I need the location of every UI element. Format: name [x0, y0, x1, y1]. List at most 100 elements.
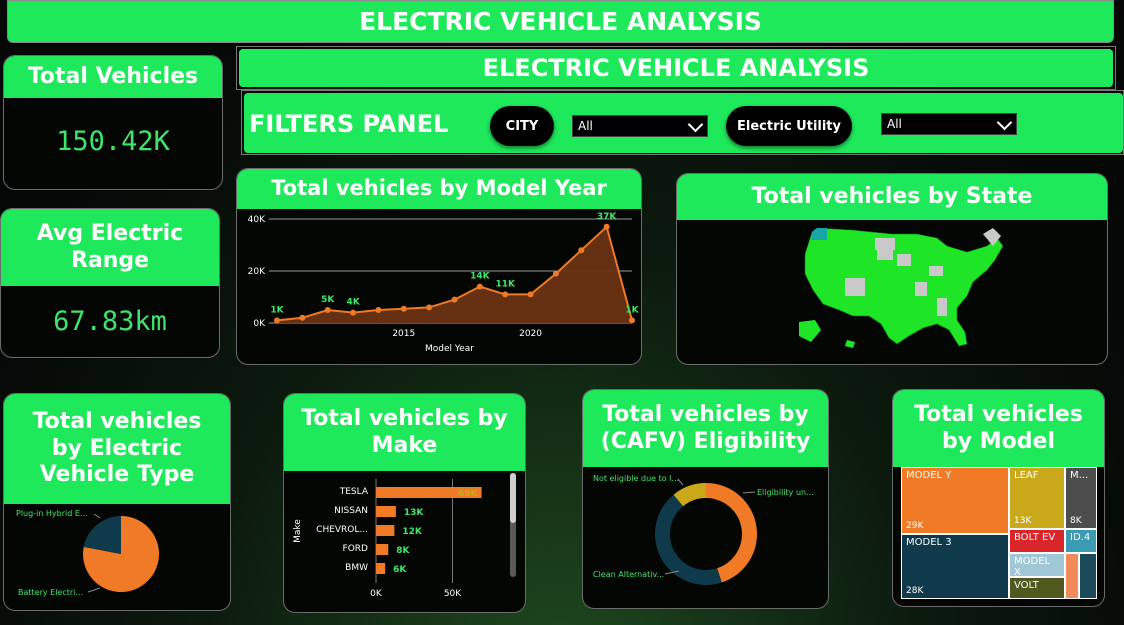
model-title: Total vehicles by Model — [893, 390, 1104, 467]
treemap-value: 28K — [906, 586, 924, 596]
x-tick-label: 2015 — [392, 329, 415, 339]
donut-leader — [677, 478, 684, 486]
total-vehicles-value: 150.42K — [56, 126, 170, 157]
cafv-card: Total vehicles by (CAFV) Eligibility Eli… — [582, 389, 829, 609]
donut-slice — [655, 494, 722, 585]
subtitle-banner: ELECTRIC VEHICLE ANALYSIS — [239, 49, 1113, 87]
data-label: 4K — [346, 298, 360, 308]
donut-label: Eligibility un... — [757, 488, 814, 497]
donut-leader — [664, 570, 680, 575]
area-fill — [277, 226, 632, 323]
us-map-shape — [804, 227, 1004, 347]
ev-type-card: Total vehicles by Electric Vehicle Type … — [3, 393, 231, 611]
x-axis-label: Model Year — [425, 344, 474, 354]
data-point — [552, 270, 559, 277]
donut-label: Not eligible due to l... — [593, 474, 679, 483]
map-state-highlight — [811, 228, 827, 240]
bar — [376, 544, 389, 555]
treemap-cell-model-x[interactable]: MODEL X — [1009, 553, 1065, 577]
city-filter-button[interactable]: CITY — [490, 106, 554, 146]
treemap-label: BOLT EV — [1014, 532, 1056, 543]
data-label: 69K — [458, 489, 479, 499]
make-bar-chart: TESLA 69K NISSAN 13K CHEVROL... 12K FORD 8K BMW 6… — [293, 473, 516, 599]
category-label: BMW — [345, 563, 368, 573]
data-point — [375, 307, 382, 313]
model-year-card: Total vehicles by Model Year 40K 20K 0K 1K 5… — [236, 168, 642, 365]
avg-range-card: Avg Electric Range 67.83km — [0, 208, 220, 358]
filters-panel: FILTERS PANEL CITY All Electric Utility … — [244, 93, 1123, 153]
treemap-cell-leaf[interactable]: LEAF 13K — [1009, 467, 1065, 529]
treemap-cell-m[interactable]: M... 8K — [1065, 467, 1097, 529]
state-map-card: Total vehicles by State — [676, 173, 1108, 365]
data-point — [629, 317, 635, 324]
treemap-value: 8K — [1070, 516, 1082, 526]
treemap-cell-volt[interactable]: VOLT — [1009, 577, 1065, 599]
y-tick-label: 20K — [248, 267, 266, 277]
treemap-cell-id4[interactable]: ID.4 — [1065, 529, 1097, 553]
map-state-gray — [915, 282, 927, 296]
pie-label: Battery Electri... — [18, 588, 83, 597]
category-label: FORD — [343, 544, 369, 554]
data-label: 6K — [393, 565, 407, 575]
city-filter-label: CITY — [505, 118, 539, 134]
y-tick-label: 0K — [253, 319, 266, 329]
data-point — [603, 223, 610, 230]
data-point — [476, 283, 483, 290]
treemap-cell-other[interactable] — [1079, 553, 1097, 599]
data-label: 14K — [470, 272, 491, 282]
treemap-label: MODEL 3 — [906, 537, 952, 548]
pie-slice — [83, 516, 160, 592]
map-state-gray — [875, 238, 895, 250]
data-point — [400, 305, 407, 312]
treemap-cell-model-y[interactable]: MODEL Y 29K — [901, 467, 1009, 534]
treemap-label: LEAF — [1014, 470, 1039, 481]
utility-filter-button[interactable]: Electric Utility — [726, 106, 852, 146]
map-hawaii — [845, 340, 855, 348]
category-label: CHEVROL... — [316, 525, 368, 535]
filters-frame: FILTERS PANEL CITY All Electric Utility … — [241, 90, 1124, 155]
map-state-gray — [877, 250, 893, 260]
treemap-cell-model-3[interactable]: MODEL 3 28K — [901, 534, 1009, 599]
x-tick-label: 2020 — [519, 329, 542, 339]
state-map-title: Total vehicles by State — [677, 174, 1107, 220]
avg-range-value: 67.83km — [53, 306, 167, 337]
treemap-label: VOLT — [1014, 580, 1039, 591]
data-label: 5K — [321, 295, 335, 305]
data-label: 1K — [625, 305, 639, 315]
x-tick-label: 0K — [370, 589, 383, 599]
map-state-gray — [937, 298, 947, 316]
data-point — [274, 317, 280, 324]
data-point — [527, 291, 534, 298]
pie-leader — [87, 587, 101, 593]
scrollbar-thumb — [510, 473, 516, 523]
utility-filter-label: Electric Utility — [737, 118, 841, 134]
y-axis-label: Make — [293, 519, 303, 543]
data-label: 8K — [396, 546, 410, 556]
data-point — [426, 304, 433, 311]
data-label: 11K — [495, 279, 516, 289]
chevron-down-icon — [687, 116, 704, 133]
treemap-cell-bolt-ev[interactable]: BOLT EV — [1009, 529, 1065, 553]
cafv-title: Total vehicles by (CAFV) Eligibility — [583, 390, 828, 467]
donut-label: Clean Alternativ... — [593, 570, 664, 579]
pie-slice — [83, 516, 121, 554]
bar — [376, 506, 396, 517]
ev-type-pie-chart: Plug-in Hybrid E... Battery Electri... — [16, 509, 160, 597]
treemap-label: MODEL Y — [906, 470, 952, 481]
us-state-map[interactable] — [797, 224, 1007, 354]
bar — [376, 563, 386, 574]
utility-dropdown-value: All — [887, 117, 902, 131]
treemap-cell-other[interactable] — [1065, 553, 1079, 599]
city-dropdown-value: All — [578, 119, 593, 133]
treemap-label: M... — [1070, 470, 1089, 481]
map-state-gray — [983, 228, 1001, 246]
city-dropdown[interactable]: All — [572, 115, 708, 137]
subtitle-frame: ELECTRIC VEHICLE ANALYSIS — [236, 46, 1116, 90]
map-state-gray — [929, 266, 943, 276]
y-tick-label: 40K — [248, 215, 266, 225]
donut-slice — [706, 483, 757, 583]
utility-dropdown[interactable]: All — [881, 113, 1017, 135]
model-treemap: MODEL Y 29K MODEL 3 28K LEAF 13K M... 8K… — [901, 467, 1097, 599]
donut-slice — [673, 483, 706, 507]
data-point — [502, 291, 509, 298]
